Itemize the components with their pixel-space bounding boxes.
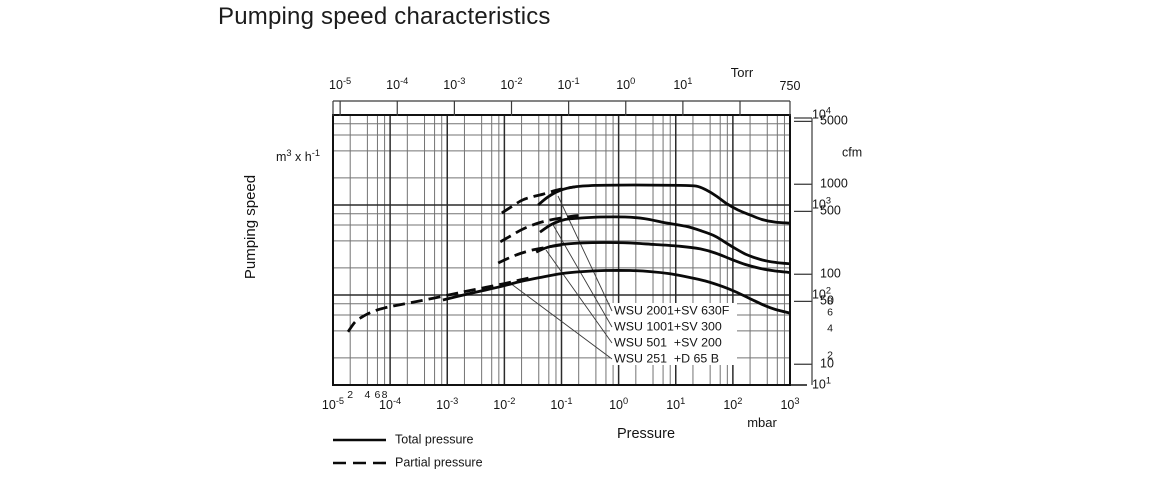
curve-label-leader-lines bbox=[509, 195, 613, 360]
cfm-tick-label: 10 bbox=[820, 356, 834, 371]
torr-tick-label: 101 bbox=[673, 76, 693, 92]
x-axis-tick-label: 10-4 bbox=[379, 396, 402, 412]
curve-wsu-501-sv-200-total-pressure bbox=[535, 241, 791, 274]
torr-tick-label: 10-3 bbox=[443, 76, 466, 92]
cfm-axis bbox=[794, 117, 813, 385]
x-axis-tick-label: 10-2 bbox=[493, 396, 516, 412]
x-axis-minor-tick-label: 4 bbox=[364, 389, 371, 401]
y-axis-tick-label: 104 bbox=[811, 105, 831, 122]
right-axis-unit: cfm bbox=[842, 145, 863, 160]
x-axis-unit: mbar bbox=[747, 415, 777, 430]
curve-label-wsu-251: WSU 251 +D 65 B bbox=[614, 351, 720, 366]
x-axis-tick-label: 100 bbox=[609, 396, 629, 412]
cfm-tick-label: 5000 bbox=[820, 113, 848, 128]
y-axis-minor-tick-label: 6 bbox=[827, 306, 833, 319]
y-axis-minor-tick-label: 8 bbox=[827, 295, 833, 308]
torr-tick-label: 10-1 bbox=[557, 76, 580, 92]
curve-wsu-2001-sv-630f-partial-pressure bbox=[501, 185, 575, 215]
curve-label-wsu-2001: WSU 2001+SV 630F bbox=[614, 303, 730, 318]
x-axis-tick-label: 101 bbox=[666, 396, 686, 412]
x-axis-minor-tick-label: 6 bbox=[374, 389, 381, 401]
x-axis-tick-label: 10-1 bbox=[550, 396, 573, 412]
cfm-tick-label: 50 bbox=[820, 293, 834, 308]
y-axis-tick-label: 102 bbox=[811, 285, 831, 302]
curve-label-wsu-501: WSU 501 +SV 200 bbox=[614, 335, 722, 350]
y-axis-unit: m3 x h-1 bbox=[276, 148, 320, 164]
y-axis-tick-label: 103 bbox=[811, 195, 831, 212]
top-axis-unit: Torr bbox=[730, 65, 754, 80]
curve-wsu-251-d-65-b-total-pressure bbox=[442, 269, 791, 315]
plot-border bbox=[332, 114, 791, 386]
x-axis-minor-tick-label: 8 bbox=[381, 389, 388, 401]
x-axis-minor-tick-label: 2 bbox=[347, 389, 354, 401]
curve-wsu-501-sv-200-partial-pressure bbox=[497, 243, 567, 265]
legend-line-samples bbox=[333, 438, 386, 465]
x-axis-tick-label: 10-5 bbox=[321, 396, 345, 412]
torr-tick-label: 10-5 bbox=[329, 76, 352, 92]
x-axis-tick-label: 103 bbox=[780, 396, 800, 412]
legend-label-partial-pressure: Partial pressure bbox=[395, 455, 483, 470]
curve-wsu-251-d-65-b-partial-pressure bbox=[346, 275, 535, 333]
legend-label-total-pressure: Total pressure bbox=[395, 432, 474, 447]
torr-tick-label: 10-2 bbox=[500, 76, 523, 92]
y-axis-minor-tick-label: 4 bbox=[827, 322, 833, 335]
curve-wsu-1001-sv-300-total-pressure bbox=[539, 215, 791, 266]
cfm-tick-label: 1000 bbox=[820, 176, 848, 191]
y-axis-title: Pumping speed bbox=[242, 174, 260, 280]
x-axis-tick-label: 10-3 bbox=[436, 396, 459, 412]
torr-tick-label: 750 bbox=[779, 79, 801, 93]
y-axis-minor-tick-label: 2 bbox=[827, 349, 833, 362]
x-axis-title: Pressure bbox=[616, 426, 676, 442]
curve-wsu-1001-sv-300-partial-pressure bbox=[499, 214, 579, 244]
torr-axis bbox=[332, 100, 791, 116]
x-axis-tick-label: 102 bbox=[723, 396, 743, 412]
curve-label-box bbox=[610, 303, 737, 365]
torr-tick-label: 100 bbox=[616, 76, 636, 92]
torr-tick-label: 10-4 bbox=[386, 76, 409, 92]
y-axis-tick-label: 101 bbox=[811, 375, 831, 392]
page-title: Pumping speed characteristics bbox=[218, 3, 551, 30]
cfm-tick-label: 100 bbox=[820, 266, 841, 281]
cfm-tick-label: 500 bbox=[820, 203, 841, 218]
curve-label-wsu-1001: WSU 1001+SV 300 bbox=[614, 319, 722, 334]
